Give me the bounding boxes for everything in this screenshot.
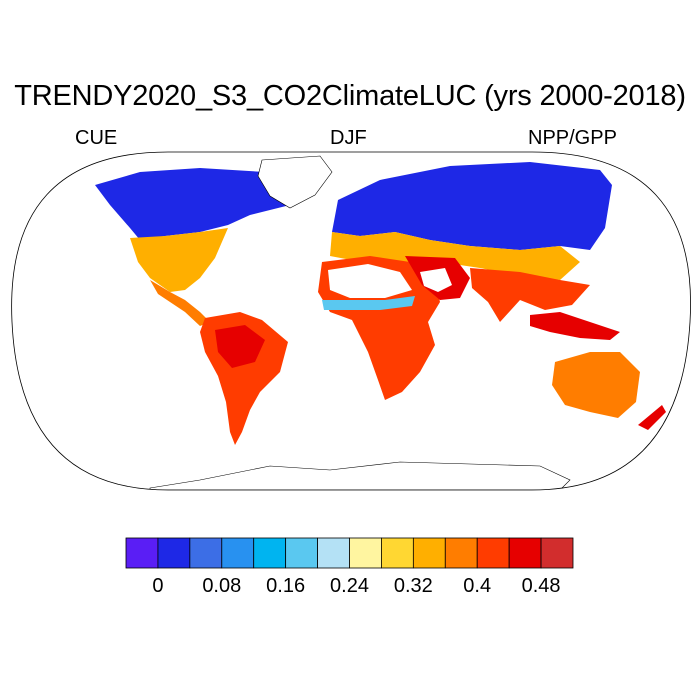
- colorbar-box: [157, 537, 191, 569]
- new-zealand: [638, 405, 666, 430]
- eurasia-temperate: [330, 232, 580, 280]
- colorbar-box: [221, 537, 255, 569]
- arabia-desert: [420, 268, 452, 292]
- colorbar-box: [285, 537, 318, 569]
- colorbar-box: [253, 537, 287, 569]
- land-fill: [95, 155, 666, 490]
- colorbar-box: [349, 537, 382, 569]
- antarctica: [149, 461, 571, 490]
- colorbar-box: [444, 537, 478, 569]
- sahara: [328, 264, 412, 298]
- north-america-temperate: [130, 228, 228, 292]
- australia: [552, 352, 640, 418]
- colorbar-box: [412, 537, 446, 569]
- greenland: [257, 155, 333, 209]
- colorbar-tick-label: 0.16: [266, 575, 306, 597]
- colorbar-box: [540, 537, 574, 569]
- units-label: NPP/GPP: [528, 127, 617, 149]
- season-label: DJF: [330, 127, 367, 149]
- colorbar-box: [189, 537, 223, 569]
- colorbar-box: [381, 537, 414, 569]
- colorbar-tick-label: 0.24: [330, 575, 369, 597]
- colorbar-tick-label: 0: [152, 575, 164, 597]
- map-title: TRENDY2020_S3_CO2ClimateLUC (yrs 2000-20…: [14, 80, 686, 112]
- colorbar-tick-label: 0.4: [463, 575, 492, 597]
- central-america: [150, 280, 210, 326]
- colorbar-box: [317, 537, 350, 569]
- colorbar-box: [508, 537, 542, 569]
- colorbar-tick-label: 0.32: [393, 575, 433, 597]
- eurasia-boreal: [332, 162, 612, 250]
- map-border: [11, 151, 691, 491]
- colorbar-box: [125, 537, 159, 569]
- amazon-core: [215, 325, 265, 368]
- se-asia-islands: [530, 312, 620, 340]
- north-america-boreal: [95, 168, 300, 240]
- sahel-band: [322, 296, 415, 310]
- south-asia: [470, 268, 590, 322]
- colorbar-tick-label: 0.48: [521, 575, 561, 597]
- colorbar-tick-label: 0.08: [202, 575, 242, 597]
- colorbar-box: [476, 537, 510, 569]
- variable-label: CUE: [75, 127, 118, 149]
